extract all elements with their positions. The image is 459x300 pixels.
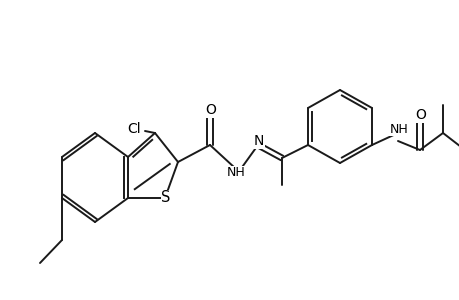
Text: Cl: Cl: [127, 122, 140, 136]
Text: N: N: [253, 134, 263, 148]
Text: S: S: [161, 190, 170, 206]
Text: O: O: [205, 103, 216, 117]
Text: O: O: [414, 108, 425, 122]
Text: NH: NH: [226, 167, 245, 179]
Text: NH: NH: [389, 122, 408, 136]
